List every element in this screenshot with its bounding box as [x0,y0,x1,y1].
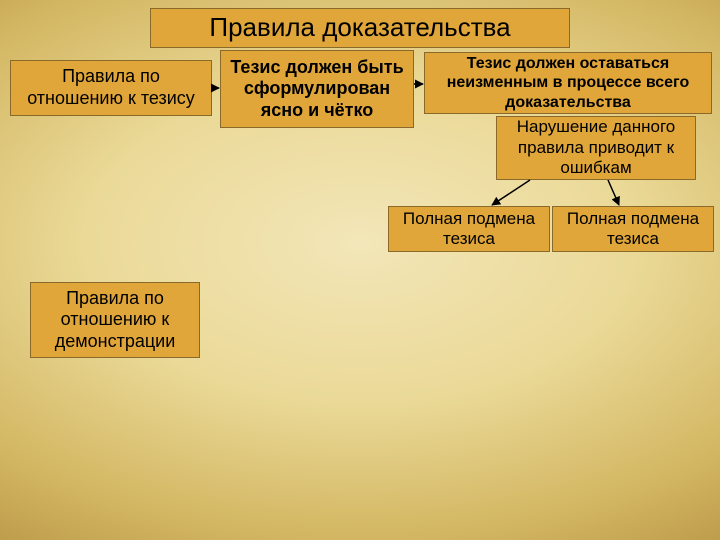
node-violation: Нарушение данного правила приводит к оши… [496,116,696,180]
node-substitution-1: Полная подмена тезиса [388,206,550,252]
node-demo-relation: Правила по отношению к демонстрации [30,282,200,358]
edge-violation-to-subst2 [608,180,619,205]
node-substitution-2: Полная подмена тезиса [552,206,714,252]
node-formulated: Тезис должен быть сформулирован ясно и ч… [220,50,414,128]
edge-violation-to-subst1 [492,180,530,205]
title-box: Правила доказательства [150,8,570,48]
node-thesis-relation: Правила по отношению к тезису [10,60,212,116]
node-unchanged: Тезис должен оставаться неизменным в про… [424,52,712,114]
